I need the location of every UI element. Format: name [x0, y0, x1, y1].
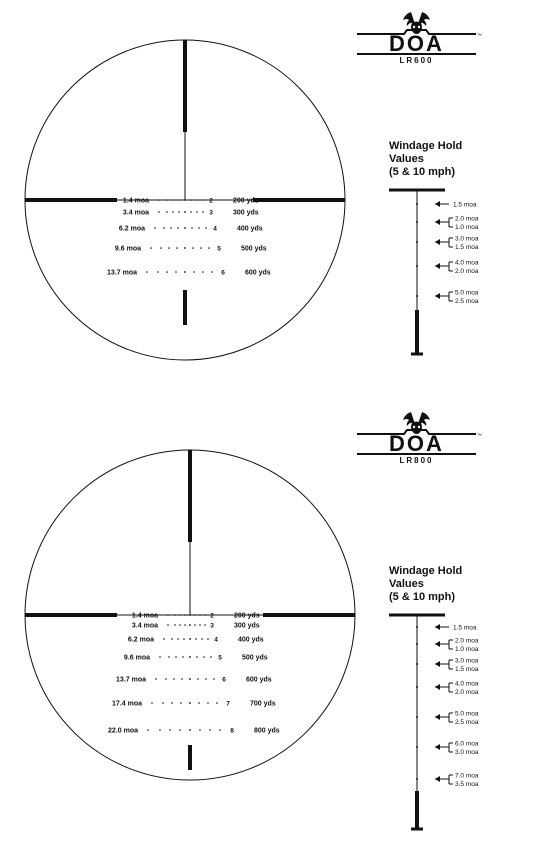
hold-number: 6: [222, 677, 226, 684]
windage-value: 2.0 moa: [455, 637, 479, 644]
svg-text:LR800: LR800: [399, 456, 433, 465]
reticle-panel: 2 1.4 moa 200 yds 3 3.4 moa 300 yds 4 6.2 moa 40…: [10, 410, 539, 830]
windage-value: 4.0 moa: [455, 680, 479, 687]
hold-yds-label: 400 yds: [238, 637, 264, 644]
windage-value: 2.0 moa: [455, 215, 479, 222]
windage-value: 1.5 moa: [455, 666, 479, 673]
windage-value: 1.0 moa: [455, 224, 479, 231]
windage-value: 1.5 moa: [455, 244, 479, 251]
hold-yds-label: 200 yds: [234, 613, 260, 620]
reticle-diagram: 2 1.4 moa 200 yds 3 3.4 moa 300 yds 4 6.2 moa 40…: [10, 10, 350, 365]
windage-block: Windage Hold Values (5 & 10 mph) 1.5 moa…: [389, 565, 539, 834]
windage-value: 1.5 moa: [453, 624, 477, 631]
logo-container: DOA ™ LR800: [349, 410, 484, 470]
hold-moa-label: 22.0 moa: [108, 728, 138, 735]
hold-yds-label: 500 yds: [242, 655, 268, 662]
hold-moa-label: 3.4 moa: [123, 210, 149, 217]
hold-yds-label: 600 yds: [245, 270, 271, 277]
hold-number: 5: [218, 655, 222, 662]
reticle-panel: 2 1.4 moa 200 yds 3 3.4 moa 300 yds 4 6.2 moa 40…: [10, 10, 539, 400]
hold-yds-label: 600 yds: [246, 677, 272, 684]
hold-number: 4: [213, 226, 217, 233]
hold-yds-label: 300 yds: [233, 210, 259, 217]
windage-value: 1.0 moa: [455, 646, 479, 653]
windage-value: 5.0 moa: [455, 710, 479, 717]
hold-number: 5: [217, 246, 221, 253]
hold-number: 6: [221, 270, 225, 277]
hold-moa-label: 1.4 moa: [132, 613, 158, 620]
windage-title: Windage Hold Values (5 & 10 mph): [389, 140, 539, 180]
svg-text:DOA: DOA: [389, 431, 444, 456]
reticle-diagram: 2 1.4 moa 200 yds 3 3.4 moa 300 yds 4 6.2 moa 40…: [10, 410, 360, 785]
windage-value: 3.0 moa: [455, 657, 479, 664]
windage-value: 3.0 moa: [455, 235, 479, 242]
svg-text:DOA: DOA: [389, 31, 444, 56]
windage-value: 7.0 moa: [455, 772, 479, 779]
hold-moa-label: 6.2 moa: [119, 226, 145, 233]
hold-yds-label: 700 yds: [250, 701, 276, 708]
windage-value: 2.0 moa: [455, 689, 479, 696]
hold-number: 8: [230, 728, 234, 735]
hold-number: 7: [226, 701, 230, 708]
hold-moa-label: 1.4 moa: [123, 198, 149, 205]
hold-moa-label: 9.6 moa: [115, 246, 141, 253]
svg-text:™: ™: [477, 433, 482, 439]
hold-number: 3: [209, 210, 213, 217]
hold-moa-label: 17.4 moa: [112, 701, 142, 708]
windage-block: Windage Hold Values (5 & 10 mph) 1.5 moa…: [389, 140, 539, 364]
windage-value: 3.0 moa: [455, 749, 479, 756]
logo-container: DOA ™ LR600: [349, 10, 484, 70]
windage-value: 2.5 moa: [455, 719, 479, 726]
scope-container: 2 1.4 moa 200 yds 3 3.4 moa 300 yds 4 6.2 moa 40…: [10, 10, 350, 370]
scope-container: 2 1.4 moa 200 yds 3 3.4 moa 300 yds 4 6.2 moa 40…: [10, 410, 360, 790]
svg-text:™: ™: [477, 33, 482, 39]
windage-value: 2.0 moa: [455, 268, 479, 275]
hold-moa-label: 13.7 moa: [107, 270, 137, 277]
windage-value: 6.0 moa: [455, 740, 479, 747]
hold-moa-label: 13.7 moa: [116, 677, 146, 684]
hold-yds-label: 400 yds: [237, 226, 263, 233]
windage-value: 3.5 moa: [455, 781, 479, 788]
hold-number: 2: [209, 198, 213, 205]
hold-moa-label: 6.2 moa: [128, 637, 154, 644]
windage-value: 1.5 moa: [453, 201, 477, 208]
hold-moa-label: 3.4 moa: [132, 623, 158, 630]
hold-yds-label: 200 yds: [233, 198, 259, 205]
windage-value: 2.5 moa: [455, 298, 479, 305]
brand-logo: DOA ™ LR800: [349, 410, 484, 465]
windage-diagram: 1.5 moa 2.0 moa 1.0 moa 3.0 moa 1.5 moa 4.0 m…: [389, 609, 539, 834]
hold-number: 2: [210, 613, 214, 620]
brand-logo: DOA ™ LR600: [349, 10, 484, 65]
svg-text:LR600: LR600: [399, 56, 433, 65]
hold-yds-label: 500 yds: [241, 246, 267, 253]
hold-yds-label: 800 yds: [254, 728, 280, 735]
hold-moa-label: 9.6 moa: [124, 655, 150, 662]
windage-value: 5.0 moa: [455, 289, 479, 296]
windage-title: Windage Hold Values (5 & 10 mph): [389, 565, 539, 605]
hold-number: 3: [210, 623, 214, 630]
hold-yds-label: 300 yds: [234, 623, 260, 630]
windage-diagram: 1.5 moa 2.0 moa 1.0 moa 3.0 moa 1.5 moa 4.0 m…: [389, 184, 539, 364]
windage-value: 4.0 moa: [455, 259, 479, 266]
hold-number: 4: [214, 637, 218, 644]
